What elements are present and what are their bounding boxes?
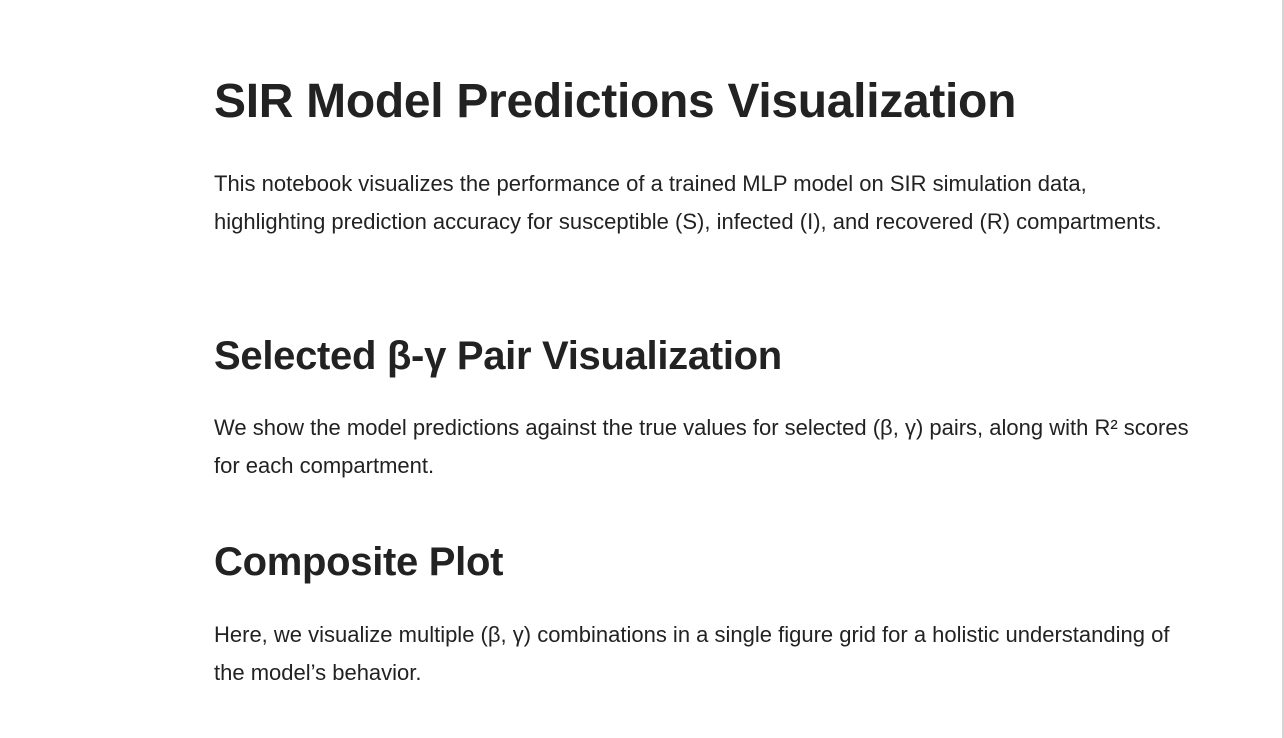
section-heading-composite-plot: Composite Plot	[214, 540, 504, 584]
section-paragraph-selected-pair: We show the model predictions against th…	[214, 415, 1189, 478]
scrollbar-edge[interactable]	[1282, 0, 1284, 738]
intro-paragraph: This notebook visualizes the performance…	[214, 171, 1162, 234]
section-heading-selected-pair: Selected β-γ Pair Visualization	[214, 334, 782, 378]
page-title: SIR Model Predictions Visualization	[214, 75, 1017, 128]
section-paragraph-composite-plot: Here, we visualize multiple (β, γ) combi…	[214, 622, 1170, 685]
